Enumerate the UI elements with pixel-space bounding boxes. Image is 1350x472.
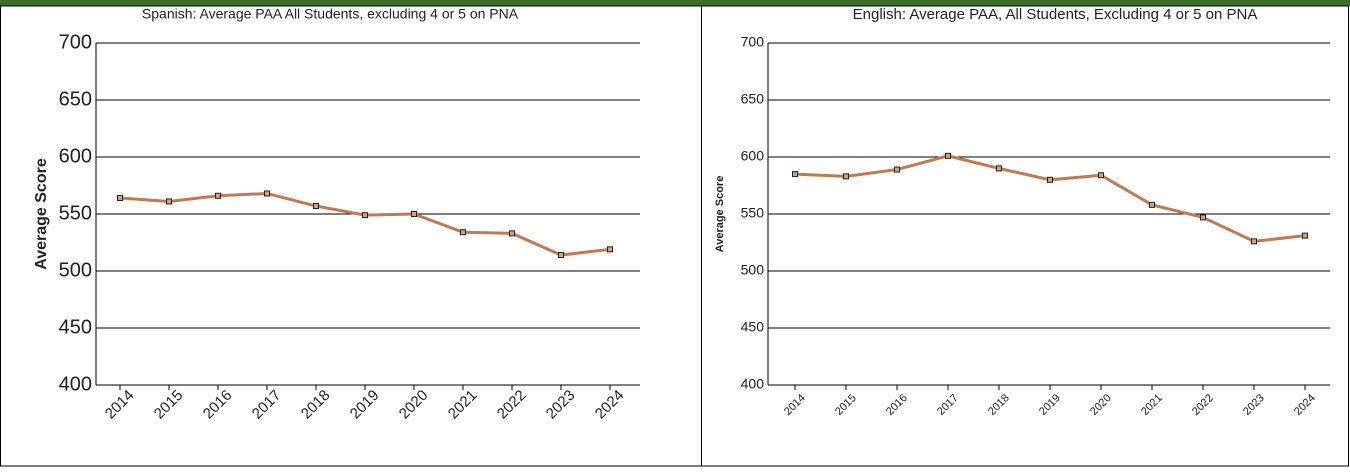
left-panel (0, 5, 702, 467)
data-point (1047, 176, 1053, 183)
x-tick-label: 2023 (543, 387, 579, 423)
y-tick-label: 700 (741, 34, 765, 50)
y-tick-label: 700 (59, 31, 92, 53)
data-point (1302, 232, 1308, 239)
y-tick-label: 450 (741, 319, 765, 335)
data-point (945, 152, 951, 159)
data-line (794, 154, 1306, 243)
x-tick-label: 2021 (445, 387, 481, 423)
data-point (607, 246, 613, 253)
data-line (119, 191, 611, 257)
data-point (996, 165, 1002, 172)
x-tick-label: 2017 (249, 387, 285, 423)
data-point (558, 252, 564, 259)
y-tick-label: 550 (741, 205, 765, 221)
chart-title: English: Average PAA, All Students, Excl… (853, 6, 1258, 23)
y-tick-label: 500 (59, 259, 92, 281)
data-point (509, 230, 515, 237)
x-tick-label: 2024 (1292, 392, 1318, 418)
data-point (1200, 214, 1206, 221)
x-tick-label: 2015 (151, 387, 187, 423)
y-tick-label: 500 (741, 262, 765, 278)
data-point (460, 229, 466, 236)
y-tick-label: 550 (59, 202, 92, 224)
x-tick-label: 2016 (884, 392, 910, 418)
x-tick-label: 2020 (1088, 392, 1114, 418)
x-tick-label: 2014 (782, 392, 808, 418)
y-tick-label: 450 (59, 316, 92, 338)
x-tick-label: 2019 (1037, 392, 1063, 418)
x-tick-label: 2016 (200, 387, 236, 423)
data-point (843, 173, 849, 180)
x-tick-label: 2018 (298, 387, 334, 423)
x-tick-label: 2015 (833, 392, 859, 418)
x-tick-label: 2020 (396, 387, 432, 423)
x-tick-label: 2018 (986, 392, 1012, 418)
right-panel (701, 5, 1349, 467)
x-tick-label: 2017 (935, 392, 961, 418)
x-tick-label: 2023 (1241, 392, 1267, 418)
data-point (264, 190, 270, 197)
data-point (166, 198, 172, 205)
y-tick-label: 400 (741, 376, 765, 392)
header-band (0, 0, 1350, 6)
x-tick-label: 2022 (1190, 392, 1216, 418)
y-axis-label: Average Score (33, 158, 50, 270)
data-point (411, 211, 417, 217)
y-tick-label: 400 (59, 373, 92, 395)
y-tick-label: 650 (59, 88, 92, 110)
data-point (894, 166, 900, 173)
y-axis-label: Average Score (714, 176, 726, 253)
data-point (362, 212, 368, 219)
data-point (792, 171, 798, 178)
y-tick-label: 600 (741, 148, 765, 164)
data-point (215, 192, 221, 199)
data-point (1251, 238, 1257, 245)
chart-title: Spanish: Average PAA All Students, exclu… (142, 6, 519, 22)
data-point (117, 195, 123, 202)
data-point (1149, 201, 1155, 208)
y-tick-label: 650 (741, 91, 765, 107)
data-point (313, 203, 319, 210)
x-tick-label: 2014 (102, 387, 138, 423)
x-tick-label: 2024 (592, 387, 628, 423)
x-tick-label: 2022 (494, 387, 530, 423)
x-tick-label: 2021 (1139, 392, 1165, 418)
x-tick-label: 2019 (347, 387, 383, 423)
data-point (1098, 172, 1104, 179)
y-tick-label: 600 (59, 145, 92, 167)
